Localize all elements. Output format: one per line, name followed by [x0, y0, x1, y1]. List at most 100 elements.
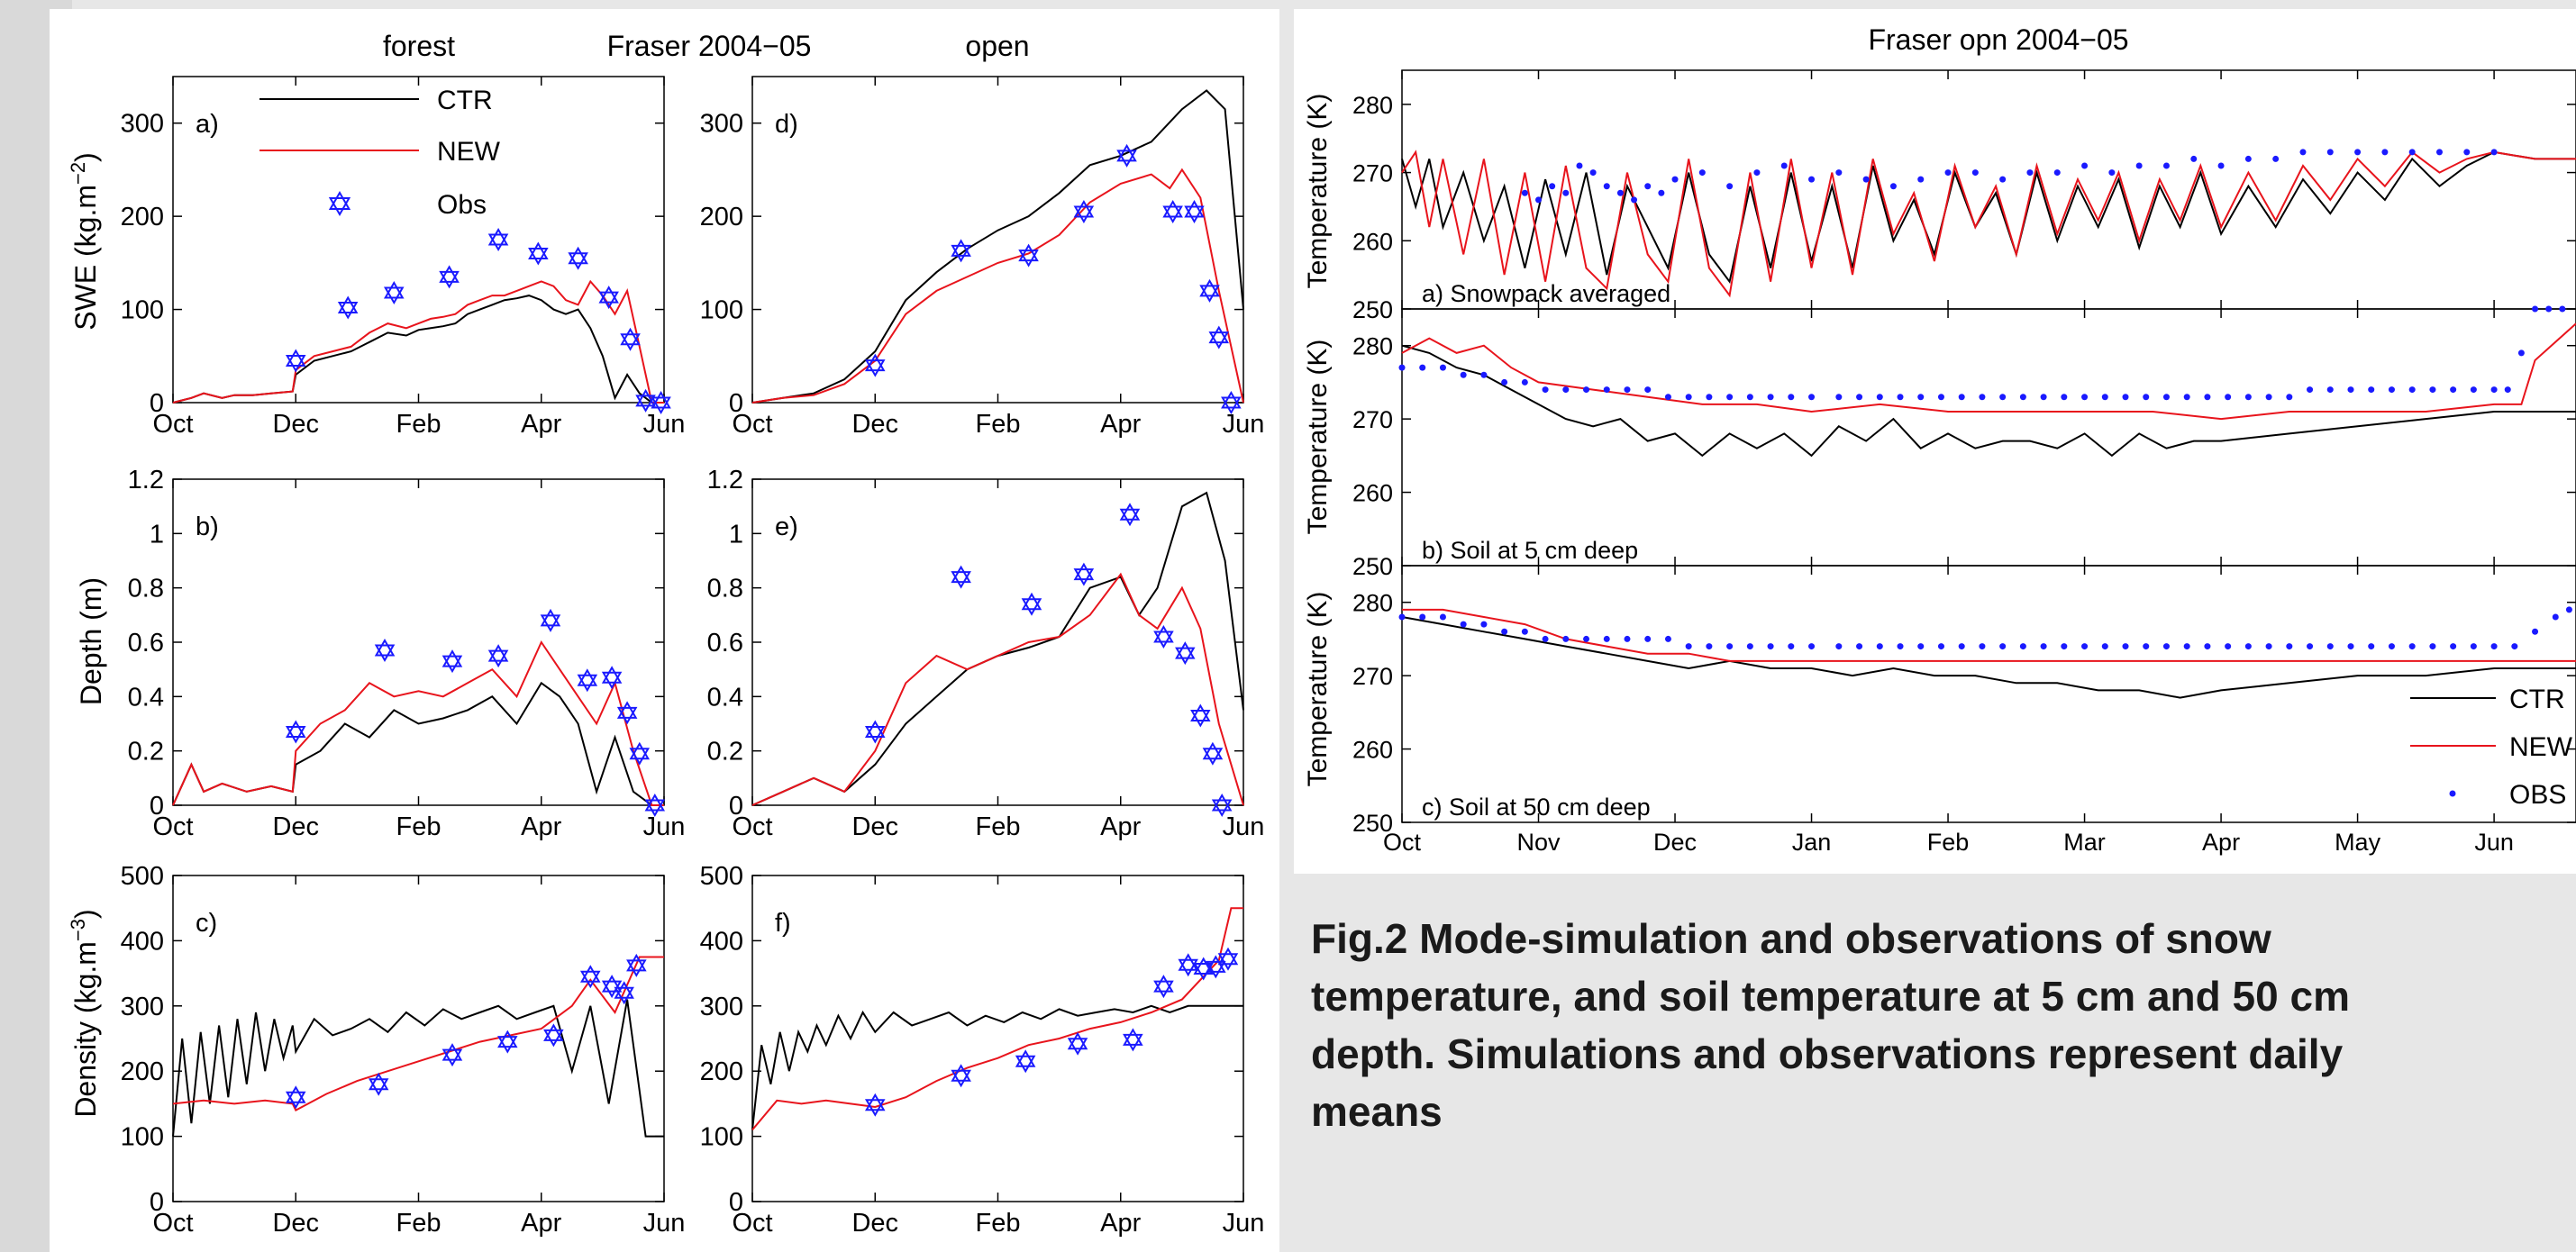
- obs-dot-point: [2265, 394, 2272, 401]
- obs-star-point: [616, 701, 638, 725]
- obs-star-point-down: [1175, 647, 1196, 666]
- obs-star-point-down: [951, 571, 971, 589]
- obs-star-point: [1073, 562, 1095, 586]
- obs-dot-point: [2552, 613, 2559, 621]
- obs-star-point-up: [528, 241, 549, 259]
- ytick-label: 0: [150, 1188, 164, 1217]
- legend-obs-star-down: [328, 197, 351, 216]
- obs-star-point-down: [598, 291, 619, 310]
- obs-dot-point: [2183, 643, 2190, 650]
- xtick-label: Dec: [272, 812, 319, 841]
- obs-star-point-up: [1221, 391, 1242, 409]
- obs-star-point-down: [1116, 150, 1137, 168]
- obs-dot-point: [2101, 394, 2108, 401]
- left-figure-svg: forest Fraser 2004−05 open SWE (kg.m−2) …: [67, 30, 1265, 1238]
- obs-star-point: [1162, 200, 1183, 223]
- obs-star-point-up: [1018, 243, 1039, 262]
- obs-star-point: [374, 639, 396, 662]
- chart-rc-frame: [1401, 565, 2576, 823]
- ytick-label: 100: [700, 1123, 743, 1152]
- legend-left: CTR NEW Obs: [259, 86, 501, 220]
- xtick-label: Apr: [521, 812, 561, 841]
- obs-star-point: [1190, 703, 1211, 728]
- obs-star-point-down: [616, 706, 638, 725]
- obs-star-point-up: [1193, 957, 1214, 975]
- obs-star-point-down: [1153, 631, 1174, 649]
- obs-star-point-up: [577, 668, 598, 686]
- obs-dot-point: [1562, 386, 1570, 394]
- obs-star-point-down: [368, 1078, 389, 1096]
- chart-rc: 250 260 270 280 Oct Nov Dec Jan Feb Mar Apr May Jun c…: [1352, 565, 2576, 856]
- obs-dot-point: [1808, 394, 1816, 401]
- ytick-label: 280: [1352, 333, 1393, 360]
- ylabel-swe-main: SWE (kg.m: [69, 185, 102, 331]
- obs-star-point-down: [635, 395, 656, 413]
- obs-star-point-down: [1221, 396, 1242, 414]
- obs-star-point-down: [951, 244, 971, 263]
- series-new-line: [751, 572, 1244, 806]
- obs-dot-point: [1549, 183, 1556, 190]
- figure-title-left: Fraser 2004−05: [607, 30, 812, 62]
- obs-dot-point: [1603, 635, 1610, 642]
- panel-label: c) Soil at 50 cm deep: [1422, 794, 1651, 821]
- obs-dot-point: [2019, 643, 2026, 650]
- obs-dot-point: [1664, 635, 1671, 642]
- obs-dot-point: [1698, 169, 1706, 177]
- obs-star-point: [614, 981, 634, 1005]
- obs-dot-point: [2081, 643, 2089, 650]
- obs-star-point-down: [1217, 953, 1239, 971]
- obs-star-point-up: [951, 239, 971, 257]
- panel-label: b) Soil at 5 cm deep: [1422, 537, 1638, 564]
- obs-dot-point: [1889, 183, 1897, 190]
- obs-star-point: [1153, 975, 1174, 999]
- obs-dot-point: [2204, 394, 2211, 401]
- obs-dot-point: [2429, 386, 2436, 394]
- xtick-label: Dec: [851, 1209, 898, 1238]
- xtick-label: Feb: [976, 812, 1021, 841]
- obs-dot-point: [2307, 643, 2314, 650]
- obs-dot-point: [1746, 643, 1753, 650]
- obs-dot-point: [2326, 149, 2334, 156]
- obs-dot-point: [1767, 394, 1774, 401]
- obs-dot-point: [2307, 386, 2314, 394]
- obs-dot-point: [1398, 364, 1406, 371]
- obs-star-point-up: [1153, 975, 1174, 993]
- ytick-label: 400: [700, 927, 743, 956]
- obs-dot-point: [2162, 394, 2170, 401]
- ytick-label: 250: [1352, 810, 1393, 837]
- obs-dot-point: [2162, 643, 2170, 650]
- ytick-label: 0.2: [707, 738, 743, 767]
- ylabel-temp-a: Temperature (K): [1303, 94, 1333, 289]
- ylabel-density-close: ): [69, 909, 102, 919]
- obs-dot-point: [2463, 149, 2471, 156]
- ytick-label: 270: [1352, 160, 1393, 187]
- xtick-label: Jun: [1223, 410, 1265, 439]
- obs-star-point: [1153, 625, 1174, 649]
- ylabel-swe: SWE (kg.m−2): [67, 152, 102, 331]
- obs-dot-point: [2354, 149, 2362, 156]
- obs-star-point-down: [620, 333, 641, 351]
- xtick-label: Oct: [732, 1209, 772, 1238]
- obs-dot-point: [1999, 394, 2007, 401]
- obs-dot-point: [1862, 176, 1870, 183]
- obs-star-point-down: [285, 355, 306, 373]
- obs-star-point: [1208, 325, 1230, 349]
- obs-star-point: [864, 720, 886, 744]
- obs-star-point-down: [374, 644, 396, 662]
- obs-dot-point: [1664, 394, 1671, 401]
- series-new-line: [1402, 608, 2576, 662]
- chart-f: 0 100 200 300 400 500 Oct Dec Feb Apr Jun f): [700, 862, 1265, 1238]
- obs-star-point-up: [1073, 200, 1095, 218]
- chart-d-frame: [751, 76, 1244, 404]
- obs-dot-point: [2217, 162, 2225, 169]
- xtick-label: Jun: [1223, 1209, 1265, 1238]
- obs-star-point-up: [337, 295, 359, 313]
- obs-dot-point: [2108, 169, 2116, 177]
- chart-a-frame: [172, 76, 665, 404]
- obs-dot-point: [2545, 305, 2553, 313]
- obs-dot-point: [1460, 621, 1467, 628]
- obs-star-point-up: [439, 265, 460, 283]
- legend-obs-star-up: [328, 191, 351, 210]
- obs-star-point: [951, 239, 971, 263]
- xtick-label: Oct: [152, 812, 193, 841]
